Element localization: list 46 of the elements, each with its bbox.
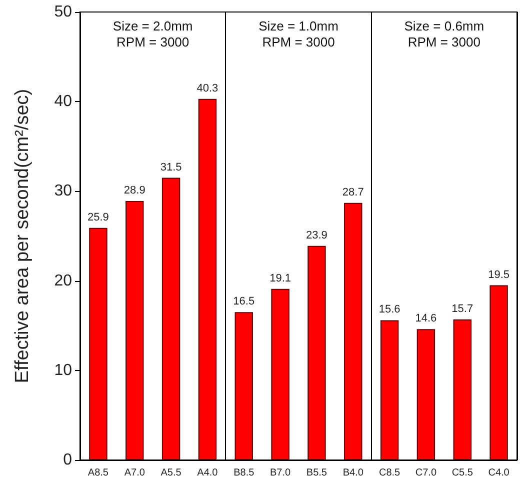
y-tick-label: 10 — [54, 362, 72, 379]
y-tick-label: 20 — [54, 272, 72, 290]
bar — [162, 178, 180, 460]
data-label: 25.9 — [87, 211, 109, 224]
x-tick-label: A4.0 — [197, 468, 218, 478]
x-tick-label: B5.5 — [306, 468, 328, 478]
bar — [271, 288, 290, 460]
bar — [126, 201, 144, 460]
bar — [490, 285, 508, 460]
x-tick-label: A7.0 — [124, 468, 146, 478]
x-tick-label: C5.5 — [452, 468, 474, 478]
annotation: Size = 2.0mm RPM = 3000 — [112, 18, 193, 50]
x-tick-label: B4.0 — [342, 468, 364, 478]
data-label: 19.5 — [488, 268, 510, 281]
bar — [308, 246, 326, 460]
y-tick-label: 0 — [63, 452, 72, 468]
bar — [89, 228, 108, 460]
data-label: 15.7 — [452, 302, 474, 315]
data-label: 40.3 — [196, 82, 218, 94]
bar — [198, 98, 217, 460]
data-label: 31.5 — [160, 161, 182, 174]
data-label: 23.9 — [306, 229, 328, 242]
x-tick-label: A5.5 — [160, 468, 182, 478]
bar — [416, 329, 436, 460]
data-label: 15.6 — [378, 304, 400, 316]
data-label: 28.9 — [124, 184, 146, 197]
data-label: 19.1 — [270, 272, 292, 284]
x-tick-label: A8.5 — [88, 468, 109, 478]
x-tick-label: C7.0 — [415, 468, 437, 478]
data-label: 14.6 — [415, 312, 437, 325]
data-label: 28.7 — [342, 186, 364, 198]
bar — [234, 312, 253, 460]
y-tick-label: 30 — [54, 182, 72, 200]
annotation: Size = 1.0mm RPM = 3000 — [258, 18, 338, 50]
x-tick-label: C4.0 — [488, 468, 510, 478]
data-label: 16.5 — [233, 296, 255, 308]
x-tick-label: B7.0 — [270, 468, 292, 478]
x-tick-label: C8.5 — [378, 468, 401, 478]
bar — [453, 319, 472, 460]
x-tick-label: B8.5 — [234, 468, 255, 478]
y-tick-label: 50 — [54, 4, 72, 20]
bar — [344, 202, 362, 460]
annotation: Size = 0.6mm RPM = 3000 — [404, 18, 484, 50]
y-tick-label: 40 — [54, 93, 72, 110]
bar — [380, 320, 399, 460]
y-axis-title: Effective area per second(cm²/sec) — [12, 88, 33, 384]
